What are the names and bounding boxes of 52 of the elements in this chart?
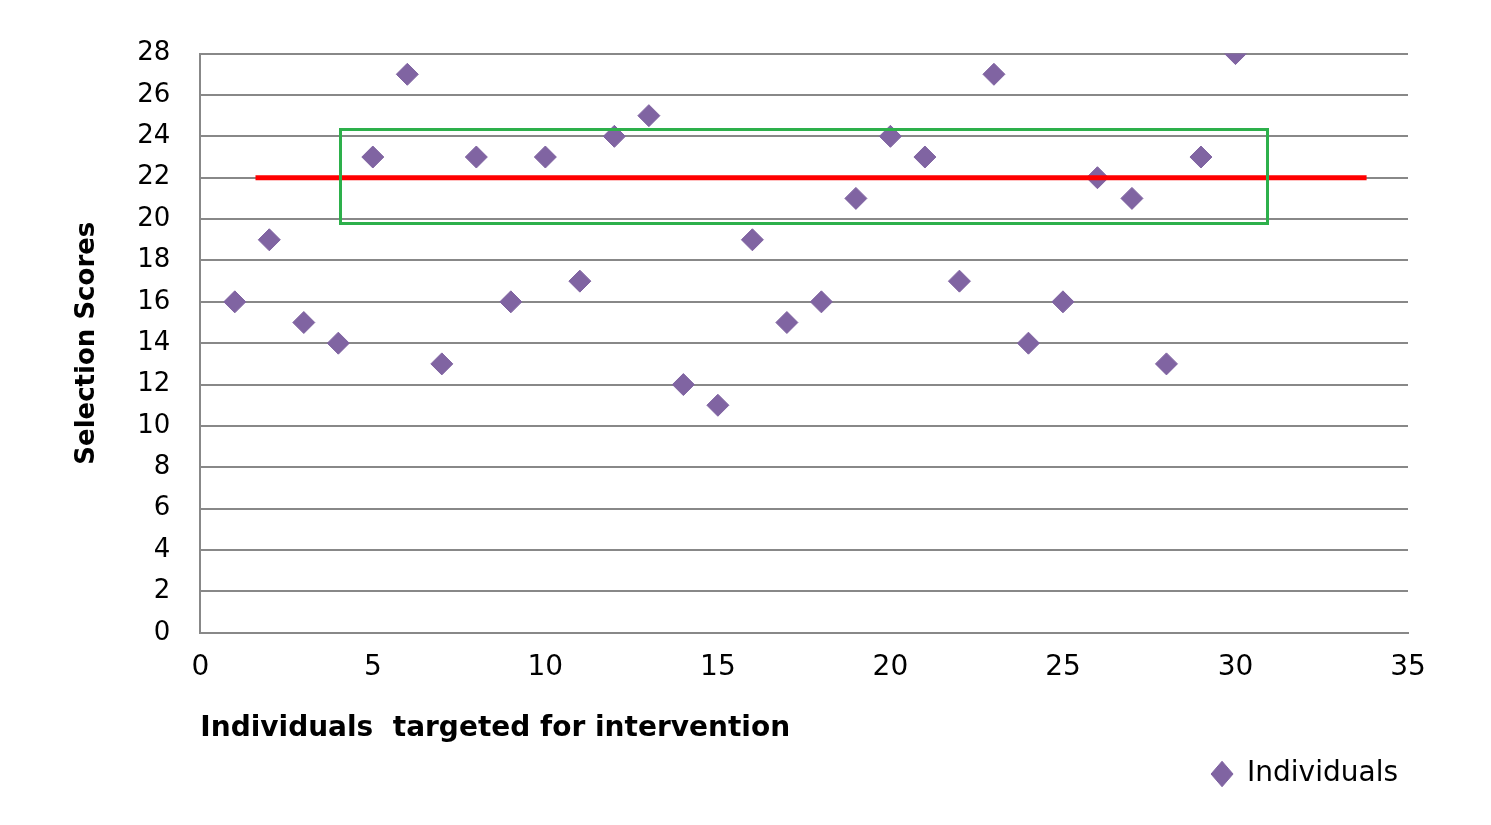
point bbox=[1189, 145, 1213, 169]
y-tick-label: 22 bbox=[137, 160, 171, 191]
point bbox=[223, 290, 247, 314]
point bbox=[568, 269, 592, 293]
y-tick-label: 14 bbox=[137, 325, 171, 356]
y-tick-label: 8 bbox=[153, 450, 171, 481]
point bbox=[1154, 352, 1178, 376]
y-axis-title: Selection Scores bbox=[70, 221, 101, 465]
y-tick-label: 2 bbox=[153, 574, 171, 605]
x-tick-label: 35 bbox=[1390, 648, 1426, 682]
x-tick-label: 10 bbox=[527, 648, 564, 682]
y-tick-label: 24 bbox=[137, 119, 171, 150]
point bbox=[1016, 331, 1040, 355]
y-tick-label: 16 bbox=[137, 284, 171, 315]
x-tick-label: 15 bbox=[700, 648, 736, 682]
point bbox=[775, 311, 799, 335]
y-tick-label: 18 bbox=[137, 243, 171, 274]
y-tick-label: 6 bbox=[153, 491, 171, 522]
point bbox=[361, 145, 385, 169]
y-tick-label: 12 bbox=[137, 367, 171, 398]
y-tick-label: 28 bbox=[137, 36, 171, 67]
point bbox=[430, 352, 454, 376]
point bbox=[671, 373, 695, 397]
legend-label: Individuals bbox=[1247, 755, 1398, 789]
point bbox=[395, 62, 419, 86]
point bbox=[982, 62, 1006, 86]
point bbox=[913, 145, 937, 169]
point bbox=[706, 393, 730, 417]
point bbox=[257, 228, 281, 252]
x-tick-label: 5 bbox=[363, 648, 382, 682]
y-tick-label: 26 bbox=[137, 77, 171, 108]
point bbox=[637, 104, 661, 128]
y-tick-label: 4 bbox=[153, 532, 171, 563]
y-tick-label: 10 bbox=[137, 408, 171, 439]
point bbox=[809, 290, 833, 314]
point bbox=[464, 145, 488, 169]
point bbox=[533, 145, 557, 169]
point bbox=[844, 186, 868, 210]
x-tick-label: 20 bbox=[872, 648, 909, 682]
point bbox=[499, 290, 523, 314]
x-tick-label: 30 bbox=[1217, 648, 1254, 682]
x-tick-label: 0 bbox=[191, 648, 210, 682]
point bbox=[292, 311, 316, 335]
point bbox=[326, 331, 350, 355]
point bbox=[1120, 186, 1144, 210]
y-tick-label: 0 bbox=[153, 615, 171, 646]
point bbox=[740, 228, 764, 252]
y-tick-label: 20 bbox=[137, 201, 171, 232]
x-tick-label: 25 bbox=[1045, 648, 1081, 682]
point bbox=[947, 269, 971, 293]
point bbox=[1051, 290, 1075, 314]
x-axis-title: Individuals targeted for intervention bbox=[200, 710, 791, 744]
